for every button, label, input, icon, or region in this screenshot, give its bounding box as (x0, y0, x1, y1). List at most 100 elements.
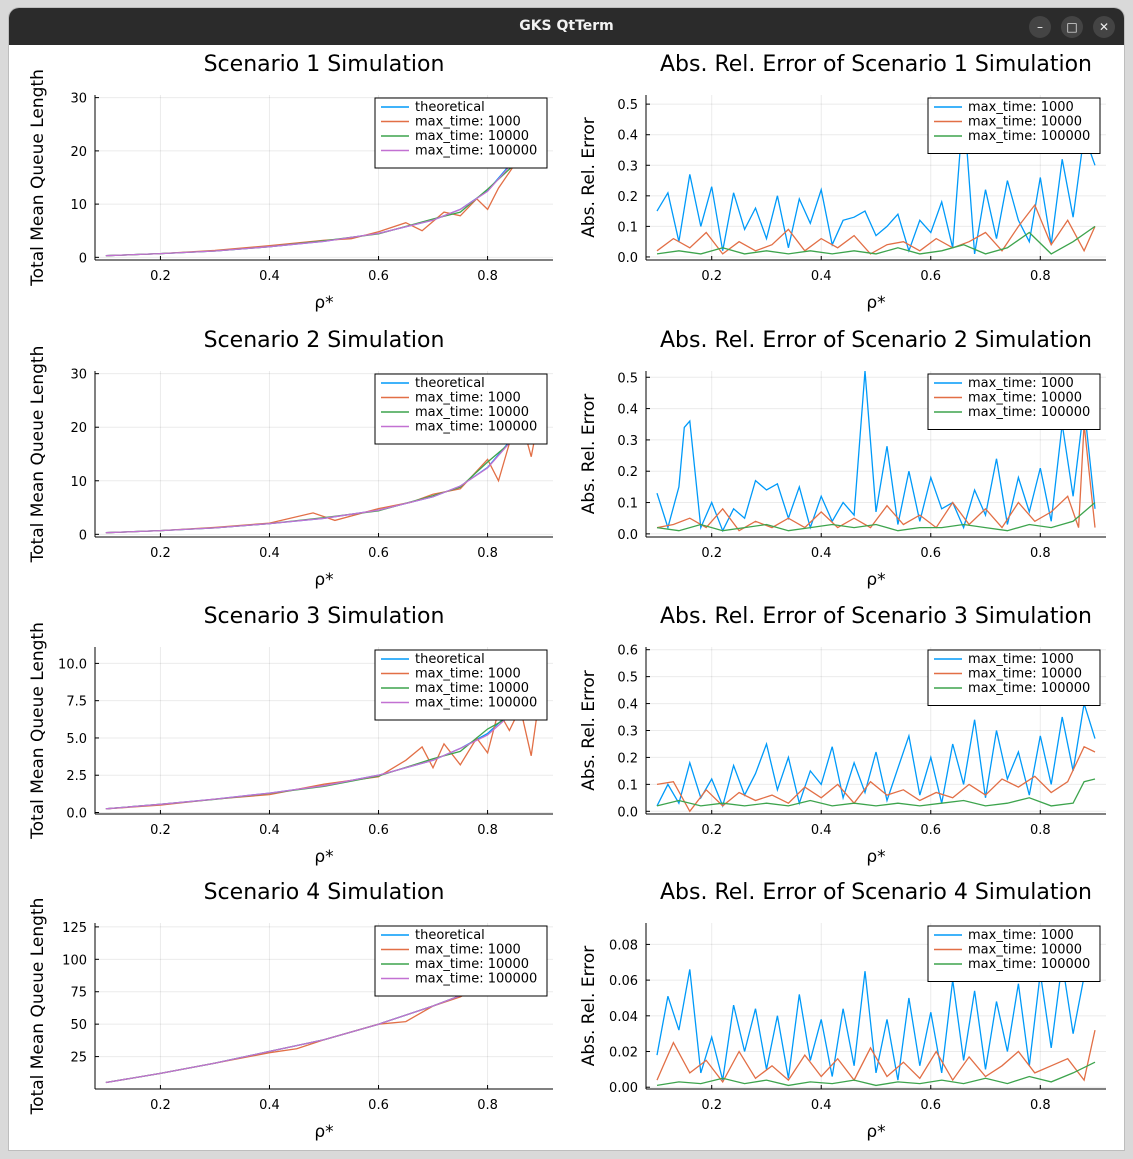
legend-label: max_time: 100000 (968, 957, 1090, 972)
series-line-max-time-100000 (656, 778, 1096, 807)
y-axis-label: Abs. Rel. Error (579, 946, 599, 1067)
y-tick-label: 0.0 (617, 251, 638, 266)
y-axis-label: Total Mean Queue Length (28, 622, 48, 840)
series-line-max-time-1000 (105, 678, 543, 810)
series-line-max-time-10000 (656, 1029, 1096, 1084)
y-tick-label: 0 (79, 251, 87, 266)
x-tick-label: 0.8 (1030, 546, 1051, 561)
chart-4: Abs. Rel. Error of Scenario 2 Simulation… (579, 328, 1106, 590)
y-tick-label: 0.5 (617, 98, 638, 113)
legend-label: max_time: 100000 (968, 129, 1090, 144)
legend-box (374, 373, 548, 445)
x-tick-label: 0.6 (368, 823, 389, 838)
y-tick-label: 20 (70, 145, 87, 160)
y-tick-label: 50 (70, 1018, 87, 1033)
series-group (656, 962, 1096, 1087)
series-line-max-time-1000 (656, 104, 1096, 255)
y-tick-label: 0.3 (617, 725, 638, 740)
maximize-button[interactable]: □ (1061, 16, 1083, 38)
x-tick-label: 0.6 (368, 546, 389, 561)
legend-label: max_time: 10000 (968, 115, 1082, 130)
x-tick-label: 0.2 (150, 1098, 171, 1113)
y-axis-label: Abs. Rel. Error (579, 394, 599, 515)
y-tick-label: 0.4 (617, 698, 638, 713)
minimize-button[interactable]: – (1029, 16, 1051, 38)
x-tick-label: 0.6 (368, 1098, 389, 1113)
close-button[interactable]: ✕ (1093, 16, 1115, 38)
series-line-max-time-100000 (656, 502, 1096, 532)
y-axis-label: Total Mean Queue Length (28, 898, 48, 1116)
legend-label: max_time: 1000 (968, 376, 1074, 391)
x-tick-label: 0.6 (920, 269, 941, 284)
chart-2: Abs. Rel. Error of Scenario 1 Simulation… (579, 52, 1106, 313)
series-group (656, 104, 1096, 255)
x-tick-label: 0.8 (1030, 269, 1051, 284)
x-tick-label: 0.2 (150, 823, 171, 838)
series-line-max-time-1000 (656, 962, 1096, 1081)
chart-8: Abs. Rel. Error of Scenario 4 Simulation… (579, 880, 1106, 1142)
x-tick-label: 0.4 (811, 546, 832, 561)
x-tick-label: 0.4 (811, 1098, 832, 1113)
y-tick-label: 125 (62, 921, 87, 936)
legend-label: max_time: 10000 (415, 405, 529, 420)
y-tick-label: 0.3 (617, 159, 638, 174)
chart-5: Scenario 3 Simulation 0.2 0.4 0.6 0.8 0.0 2.5 5… (28, 604, 553, 867)
x-tick-label: 0.4 (811, 269, 832, 284)
legend-label: max_time: 100000 (968, 405, 1090, 420)
x-tick-label: 0.8 (1030, 1098, 1051, 1113)
x-tick-label: 0.2 (701, 269, 722, 284)
series-line-max-time-100000 (656, 225, 1096, 255)
x-tick-label: 0.2 (701, 1098, 722, 1113)
x-tick-label: 0.4 (259, 269, 280, 284)
y-tick-label: 20 (70, 421, 87, 436)
series-line-max-time-10000 (656, 424, 1096, 532)
x-axis-label: ρ* (314, 847, 333, 867)
y-tick-label: 0.1 (617, 778, 638, 793)
x-tick-label: 0.6 (920, 823, 941, 838)
title-bar[interactable]: GKS QtTerm – □ ✕ (9, 8, 1124, 45)
chart-title: Abs. Rel. Error of Scenario 1 Simulation (660, 52, 1092, 77)
x-axis-label: ρ* (866, 1122, 885, 1142)
series-group (656, 371, 1096, 533)
legend-label: max_time: 1000 (415, 391, 521, 406)
y-tick-label: 0.1 (617, 220, 638, 235)
x-tick-label: 0.8 (477, 546, 498, 561)
y-tick-label: 10 (70, 198, 87, 213)
x-axis-label: ρ* (866, 847, 885, 867)
chart-title: Scenario 4 Simulation (204, 880, 445, 905)
legend-label: max_time: 10000 (968, 667, 1082, 682)
legend-label: max_time: 100000 (415, 420, 537, 435)
series-line-max-time-100000 (105, 392, 543, 534)
series-group (105, 651, 543, 810)
chart-7: Scenario 4 Simulation 0.2 0.4 0.6 0.8 25 50 75 1… (28, 880, 553, 1142)
legend-label: max_time: 1000 (415, 667, 521, 682)
y-tick-label: 5.0 (66, 732, 87, 747)
series-line-max-time-100000 (105, 110, 543, 257)
y-tick-label: 0.04 (609, 1010, 638, 1025)
y-axis-label: Abs. Rel. Error (579, 117, 599, 238)
y-axis-label: Total Mean Queue Length (28, 69, 48, 287)
y-tick-label: 0.6 (617, 644, 638, 659)
legend-label: max_time: 1000 (415, 115, 521, 130)
x-tick-label: 0.4 (259, 546, 280, 561)
legend-label: theoretical (415, 100, 485, 115)
y-tick-label: 0.2 (617, 190, 638, 205)
x-tick-label: 0.2 (701, 546, 722, 561)
x-tick-label: 0.8 (477, 823, 498, 838)
chart-title: Scenario 1 Simulation (204, 52, 445, 77)
legend-label: max_time: 10000 (968, 943, 1082, 958)
legend-box (374, 649, 548, 721)
series-group (105, 102, 543, 257)
legend-label: max_time: 100000 (415, 696, 537, 711)
legend-label: max_time: 1000 (415, 943, 521, 958)
x-tick-label: 0.6 (920, 1098, 941, 1113)
legend-box (374, 97, 548, 169)
chart-title: Abs. Rel. Error of Scenario 4 Simulation (660, 880, 1092, 905)
series-line-max-time-1000 (105, 102, 543, 257)
chart-title: Scenario 3 Simulation (204, 604, 445, 629)
chart-3: Scenario 2 Simulation 0.2 0.4 0.6 0.8 0 10 20 30… (28, 328, 553, 590)
